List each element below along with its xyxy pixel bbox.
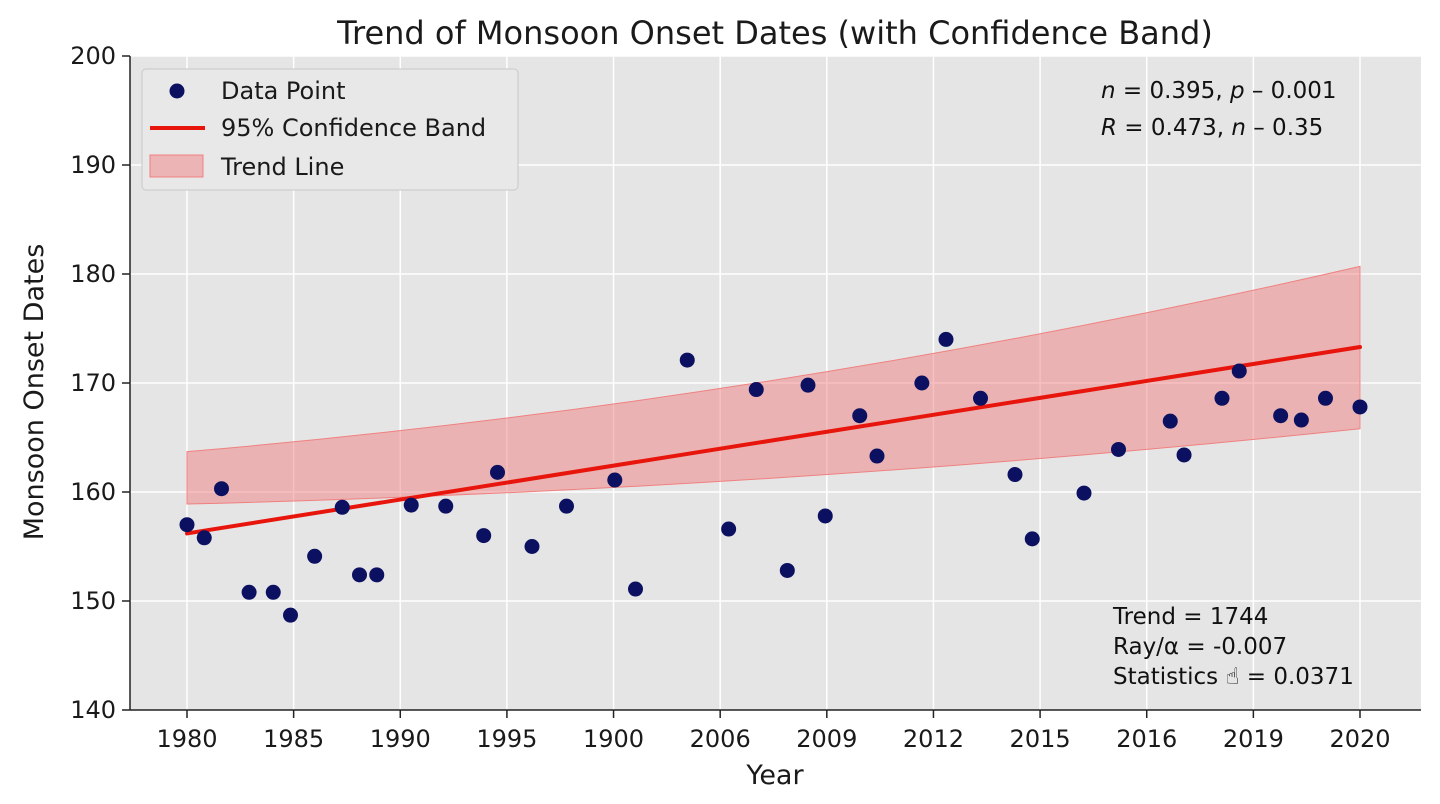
y-tick-label: 170 [70, 369, 116, 397]
x-tick-label: 2009 [796, 725, 857, 753]
data-point [748, 382, 764, 398]
confidence-band-layer [186, 265, 1361, 505]
data-point [369, 567, 385, 583]
statistics-annotation: Statistics ☝ = 0.0371 [1113, 664, 1354, 690]
stats-annotation-bottom: Trend = 1744 Ray/α = -0.007 Statistics ☝… [1112, 604, 1354, 690]
data-point [1273, 408, 1289, 424]
x-tick-label: 2020 [1329, 725, 1390, 753]
x-axis-title: Year [745, 760, 804, 791]
data-point [179, 517, 195, 533]
trend-line [185, 345, 1362, 536]
data-point [334, 499, 350, 515]
legend-marker-band [149, 154, 204, 178]
data-point [524, 539, 540, 554]
y-tick-label: 140 [70, 696, 116, 724]
chart-title: Trend of Monsoon Onset Dates (with Confi… [336, 14, 1213, 52]
data-point [1176, 447, 1192, 463]
x-tick-label: 2015 [1010, 725, 1071, 753]
data-point [869, 448, 885, 464]
trend-line-layer [185, 345, 1362, 536]
data-point [307, 548, 323, 564]
y-axis-title: Monsoon Onset Dates [19, 244, 50, 541]
data-point [1352, 399, 1368, 415]
data-point [938, 331, 954, 347]
data-point [196, 530, 212, 546]
data-point [679, 352, 695, 368]
data-point [403, 497, 419, 513]
data-point [241, 584, 257, 600]
data-point [914, 375, 930, 391]
trend-annotation: Trend = 1744 [1112, 604, 1268, 630]
data-point [490, 464, 505, 480]
x-tick-label: 1980 [156, 725, 217, 753]
data-point [352, 567, 367, 583]
y-tick-label: 200 [70, 42, 116, 70]
confidence-band [186, 265, 1361, 505]
stats-annotation-top: n = 0.395, p – 0.001 R = 0.473, n – 0.35 [1101, 78, 1337, 141]
stats-line-2: R = 0.473, n – 0.35 [1101, 115, 1323, 141]
x-tick-label: 2012 [903, 725, 964, 753]
data-point [1076, 485, 1092, 501]
y-tick-label: 150 [70, 587, 116, 615]
data-point [559, 498, 574, 514]
x-tick-label: 2006 [690, 725, 751, 753]
stats-line-1: n = 0.395, p – 0.001 [1101, 78, 1337, 104]
x-tick-label: 1995 [476, 725, 537, 753]
data-point [607, 472, 623, 488]
data-point [817, 508, 833, 524]
y-tick-label: 190 [70, 151, 116, 179]
data-point [1162, 413, 1178, 429]
legend: Data Point 95% Confidence Band Trend Lin… [141, 68, 519, 191]
x-tick-label: 1900 [583, 725, 644, 753]
data-point [779, 562, 795, 578]
legend-label-line: 95% Confidence Band [221, 114, 486, 142]
x-tick-label: 2016 [1116, 725, 1177, 753]
data-point [973, 390, 988, 406]
data-point [852, 408, 868, 424]
data-point [1007, 467, 1023, 483]
data-points-layer [179, 331, 1368, 623]
legend-frame [141, 68, 519, 191]
axis-layer: 140 150 160 170 180 190 200 1980 1985 1990 1995 190… [70, 42, 1421, 753]
x-tick-label: 1985 [263, 725, 324, 753]
data-point [438, 498, 454, 514]
data-point [721, 521, 737, 537]
data-point [628, 581, 643, 597]
data-point [265, 584, 281, 600]
data-point [1214, 390, 1230, 406]
x-tick-label: 1990 [370, 725, 431, 753]
data-point [1318, 390, 1333, 406]
data-point [1111, 441, 1126, 457]
data-point [214, 481, 229, 497]
y-tick-label: 160 [70, 478, 116, 506]
data-point [1024, 531, 1040, 547]
data-point [1293, 412, 1309, 428]
legend-label-points: Data Point [221, 77, 346, 105]
data-point [476, 528, 492, 544]
data-point [1231, 363, 1247, 379]
data-point [800, 377, 816, 393]
y-tick-label: 180 [70, 260, 116, 288]
legend-label-band: Trend Line [220, 153, 344, 181]
data-point [283, 607, 298, 623]
legend-marker-points [169, 83, 185, 99]
x-tick-label: 2019 [1223, 725, 1284, 753]
ray-annotation: Ray/α = -0.007 [1113, 634, 1287, 660]
